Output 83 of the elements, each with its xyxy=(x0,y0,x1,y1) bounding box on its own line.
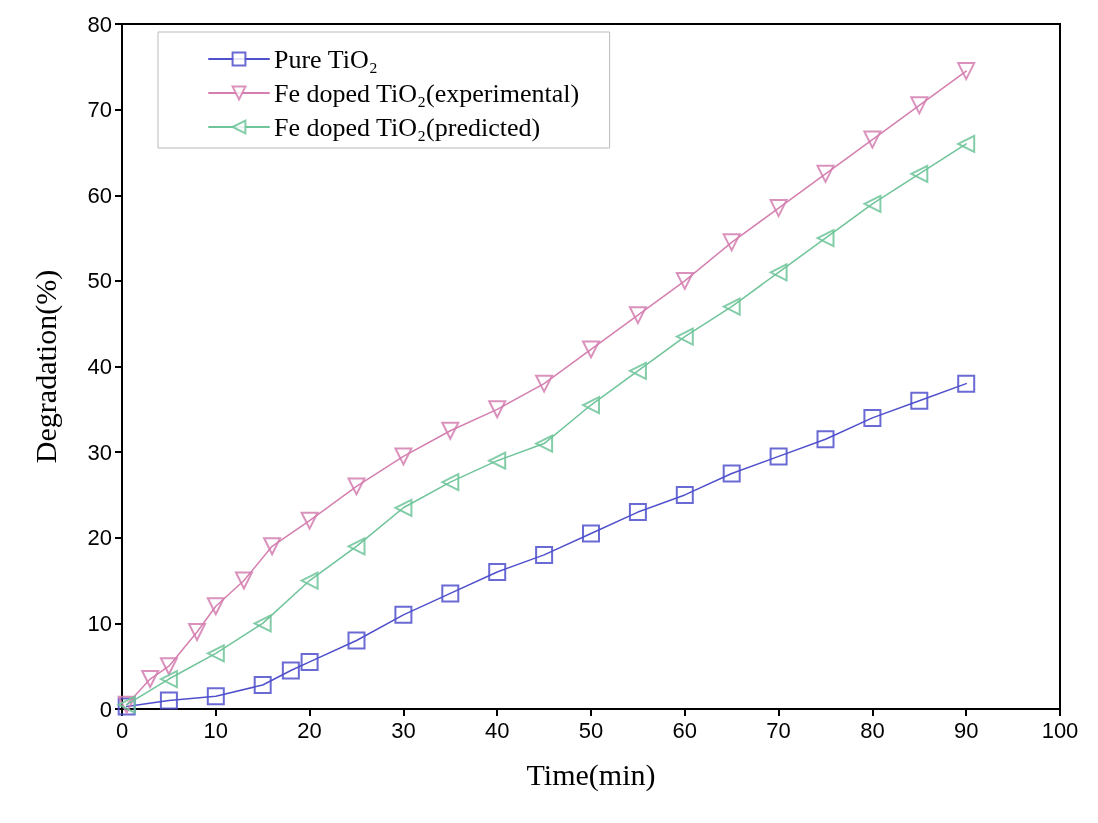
point xyxy=(206,687,225,706)
point xyxy=(441,584,460,603)
y-tick-label: 20 xyxy=(87,525,112,551)
point xyxy=(910,391,929,410)
point xyxy=(535,374,554,393)
point xyxy=(957,374,976,393)
point xyxy=(488,563,507,581)
point xyxy=(488,451,507,470)
point xyxy=(722,233,741,252)
x-tick-label: 70 xyxy=(766,717,791,743)
x-tick-label: 80 xyxy=(860,717,885,743)
x-tick-label: 50 xyxy=(578,717,604,743)
point xyxy=(206,597,225,616)
point xyxy=(957,134,976,153)
point xyxy=(159,657,178,676)
legend-label: Fe doped TiO₂(predicted) xyxy=(274,112,541,142)
point xyxy=(957,62,976,81)
point xyxy=(300,652,319,671)
legend-label: Fe doped TiO₂(experimental) xyxy=(274,78,580,108)
point xyxy=(582,340,600,359)
x-tick-label: 30 xyxy=(391,717,416,743)
point xyxy=(234,571,253,590)
x-axis-title: Time(min) xyxy=(526,757,656,792)
point xyxy=(206,644,225,663)
point xyxy=(769,263,788,282)
point xyxy=(159,670,178,689)
point xyxy=(347,537,366,556)
x-tick-label: 10 xyxy=(203,717,229,743)
point xyxy=(816,229,835,248)
point xyxy=(300,571,319,590)
point xyxy=(582,396,600,415)
x-tick-label: 100 xyxy=(1041,717,1079,743)
x-tick-label: 40 xyxy=(484,717,510,743)
point xyxy=(300,511,319,530)
point xyxy=(582,524,600,543)
point xyxy=(347,477,366,496)
y-tick-label: 0 xyxy=(99,696,112,722)
point xyxy=(910,164,929,183)
point xyxy=(628,306,647,325)
y-axis-title: Degradation(%) xyxy=(28,269,63,464)
point xyxy=(628,503,647,522)
point xyxy=(628,361,647,380)
point xyxy=(722,297,741,316)
y-tick-label: 50 xyxy=(87,268,112,294)
point xyxy=(253,614,272,633)
point xyxy=(141,670,160,689)
point xyxy=(675,271,694,290)
x-tick-label: 0 xyxy=(115,717,129,743)
point xyxy=(347,631,366,650)
point xyxy=(394,447,413,466)
point xyxy=(488,400,507,419)
point xyxy=(441,473,460,492)
point xyxy=(769,199,788,218)
point xyxy=(675,327,694,346)
point xyxy=(769,447,788,466)
point xyxy=(816,430,835,449)
point xyxy=(394,498,413,517)
point xyxy=(910,96,929,115)
point xyxy=(863,408,882,427)
point xyxy=(722,464,741,483)
point xyxy=(263,537,282,556)
point xyxy=(863,130,882,149)
y-tick-label: 40 xyxy=(87,354,112,379)
point xyxy=(535,434,554,453)
x-tick-label: 90 xyxy=(953,717,979,743)
x-tick-label: 60 xyxy=(672,717,698,743)
point xyxy=(188,622,207,641)
point xyxy=(281,661,300,680)
point xyxy=(441,421,460,440)
y-tick-label: 80 xyxy=(87,11,112,37)
y-tick-label: 10 xyxy=(87,610,112,636)
legend-label: Pure TiO₂ xyxy=(274,44,378,74)
point xyxy=(253,676,272,695)
point xyxy=(863,194,882,213)
point xyxy=(535,545,554,564)
point xyxy=(675,485,694,504)
y-tick-label: 60 xyxy=(87,182,112,208)
point xyxy=(394,605,413,624)
x-tick-label: 20 xyxy=(297,717,322,743)
y-tick-label: 70 xyxy=(87,97,112,123)
point xyxy=(159,691,178,710)
point xyxy=(816,164,835,183)
y-tick-label: 30 xyxy=(87,439,112,465)
